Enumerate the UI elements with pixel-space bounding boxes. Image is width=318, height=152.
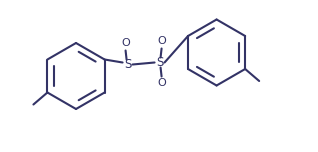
- Text: O: O: [121, 38, 130, 48]
- Text: O: O: [157, 78, 166, 88]
- Text: S: S: [124, 58, 131, 71]
- Text: O: O: [157, 36, 166, 47]
- Text: S: S: [156, 56, 163, 69]
